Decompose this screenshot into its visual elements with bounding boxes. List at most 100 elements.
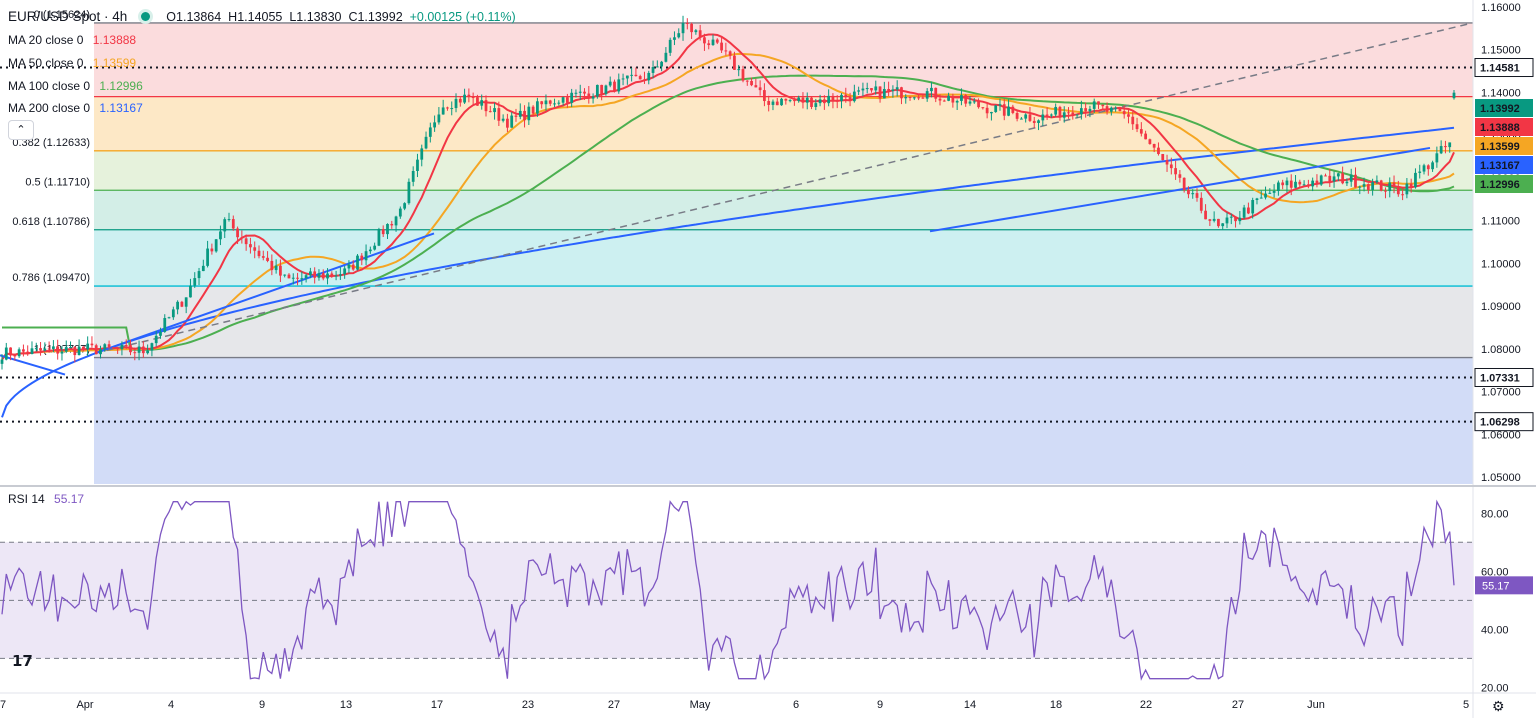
candle xyxy=(437,114,441,123)
legend-ma200[interactable]: MA 200 close 0 1.13167 xyxy=(8,101,143,115)
candle xyxy=(1221,223,1225,227)
price-tag xyxy=(1475,118,1533,136)
time-tick: 7 xyxy=(0,699,6,711)
candle xyxy=(977,101,980,108)
candle xyxy=(1131,116,1135,125)
candle xyxy=(514,115,518,117)
candle xyxy=(73,347,77,356)
candle xyxy=(1452,92,1456,99)
candle xyxy=(81,346,85,350)
candle xyxy=(741,69,745,81)
time-tick: 5 xyxy=(1463,699,1469,711)
legend-ma50[interactable]: MA 50 close 0 1.13599 xyxy=(8,56,136,70)
candle xyxy=(548,100,552,104)
candle xyxy=(197,271,201,279)
candle xyxy=(1234,216,1237,222)
candle xyxy=(484,100,488,112)
candle xyxy=(938,98,942,101)
candle xyxy=(458,98,462,103)
candle xyxy=(43,348,47,351)
price-tick: 1.09000 xyxy=(1481,301,1521,313)
candle xyxy=(694,30,698,33)
candle xyxy=(1020,118,1023,120)
candle xyxy=(244,238,248,245)
candle xyxy=(214,239,218,252)
candle xyxy=(1375,180,1379,183)
dashed-trendline xyxy=(94,22,1473,354)
candle xyxy=(287,274,291,279)
candle xyxy=(758,87,762,91)
candle xyxy=(219,231,222,240)
candle xyxy=(990,112,993,114)
ma200-line xyxy=(1,126,1455,418)
candle xyxy=(527,106,531,121)
ma100-line xyxy=(2,74,1455,351)
candle xyxy=(1388,182,1392,192)
rsi-tag xyxy=(1475,576,1533,595)
time-tick: 6 xyxy=(793,699,799,711)
candle xyxy=(797,97,801,101)
legend-ma20[interactable]: MA 20 close 0 1.13888 xyxy=(8,33,136,47)
candle xyxy=(39,348,42,351)
candle xyxy=(818,99,822,104)
rsi-legend[interactable]: RSI 14 55.17 xyxy=(8,492,84,506)
candle xyxy=(1079,108,1083,115)
candle xyxy=(304,275,308,279)
low-value: L1.13830 xyxy=(289,9,342,24)
candle xyxy=(767,101,771,105)
candle xyxy=(844,94,848,98)
legend-ma20-label: MA 20 close 0 xyxy=(8,33,84,47)
candle xyxy=(1259,197,1263,199)
legend-ma100[interactable]: MA 100 close 0 1.12996 xyxy=(8,79,143,93)
candle xyxy=(159,331,162,336)
candle xyxy=(1007,106,1010,116)
candle xyxy=(1311,180,1315,187)
candle xyxy=(1319,175,1323,185)
candle xyxy=(398,208,402,217)
rsi-value: 55.17 xyxy=(54,492,85,506)
candle xyxy=(570,92,574,103)
candle xyxy=(1315,180,1319,185)
candle xyxy=(77,346,81,356)
time-tick: 27 xyxy=(608,699,620,711)
candle xyxy=(1187,189,1190,195)
candle xyxy=(1105,106,1109,112)
candle xyxy=(17,349,21,357)
price-tag-text: 1.12996 xyxy=(1480,179,1520,191)
candle xyxy=(129,345,132,353)
candle xyxy=(1002,104,1006,116)
tradingview-logo-icon[interactable]: 17 xyxy=(12,652,33,670)
candle xyxy=(270,260,274,271)
candle xyxy=(625,75,629,79)
candle xyxy=(416,159,419,172)
candle xyxy=(617,79,621,92)
candle xyxy=(643,79,646,81)
candle xyxy=(1045,114,1049,116)
candle xyxy=(150,343,154,351)
candle xyxy=(368,249,372,252)
candle xyxy=(1238,217,1242,222)
candle xyxy=(1251,199,1255,214)
time-tick: 14 xyxy=(964,699,976,711)
candle xyxy=(137,346,141,353)
candle xyxy=(1396,186,1400,195)
candle xyxy=(536,101,539,114)
trendline-support-2 xyxy=(929,146,1431,233)
candle xyxy=(1139,129,1143,134)
candle xyxy=(1178,174,1182,178)
candle xyxy=(266,257,269,261)
rsi-tick: 40.00 xyxy=(1481,624,1509,636)
candle xyxy=(882,88,886,99)
candle xyxy=(347,264,351,269)
price-tick: 1.15000 xyxy=(1481,45,1521,57)
symbol-title[interactable]: EUR/USD Spot · 4h xyxy=(8,9,128,24)
candle xyxy=(476,97,479,106)
candle xyxy=(745,80,749,82)
candle xyxy=(69,347,72,349)
chevron-up-icon[interactable]: ⌃ xyxy=(8,120,34,140)
level-tag xyxy=(1474,58,1534,78)
gear-icon[interactable]: ⚙ xyxy=(1492,698,1505,714)
candle xyxy=(1371,182,1375,190)
candle xyxy=(583,91,586,94)
